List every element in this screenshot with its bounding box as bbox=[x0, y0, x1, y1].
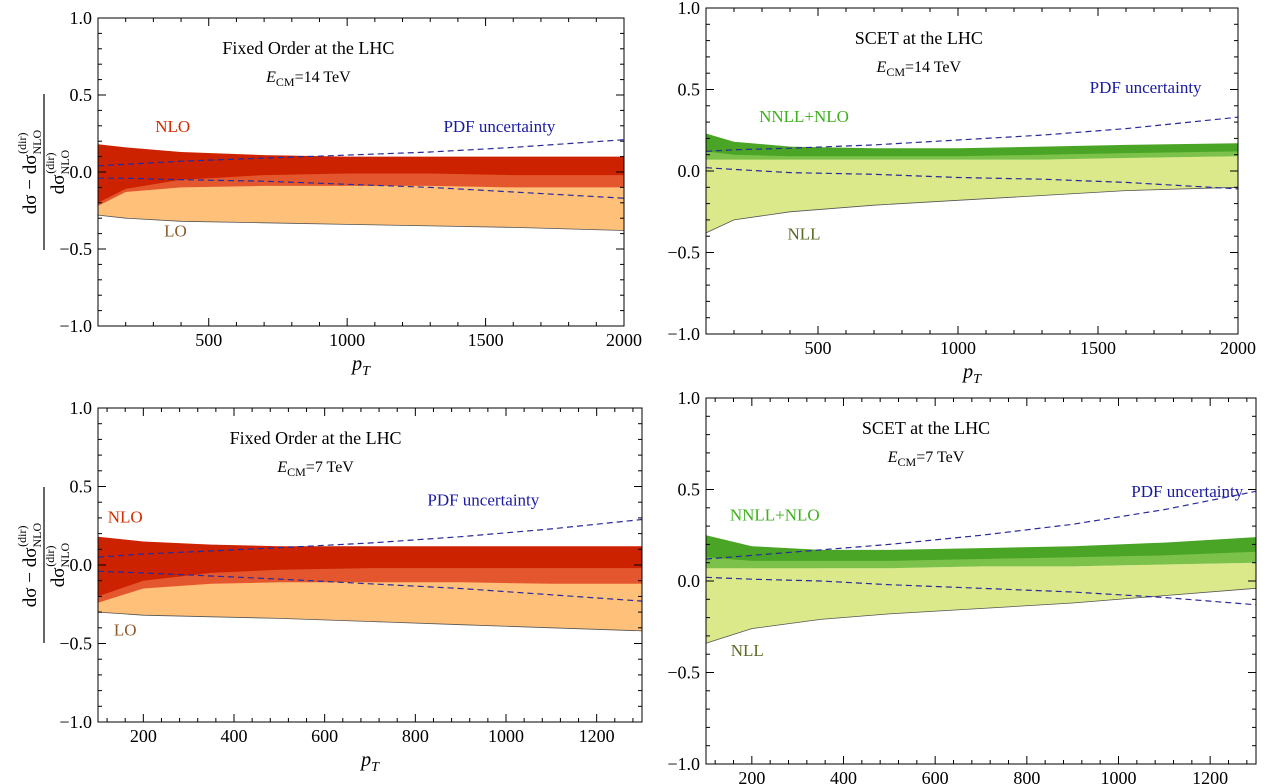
y-tick-label: 0.0 bbox=[678, 161, 701, 181]
panel-top-left: 1.0 0.5 0.0 −0.5 −1.0 500 1000 1500 2000 pT Fixed … bbox=[15, 8, 642, 379]
y-tick-label: 0.5 bbox=[70, 85, 93, 105]
panel-bottom-left: 1.0 0.5 0.0 −0.5 −1.0 200 400 600 800 1000 1200 pT F… bbox=[15, 398, 643, 775]
y-tick-label: 0.0 bbox=[678, 571, 701, 591]
x-tick-label: 1500 bbox=[468, 330, 504, 350]
y-tick-label: 0.0 bbox=[70, 555, 93, 575]
x-tick-label: 400 bbox=[221, 726, 248, 746]
band-edge-line bbox=[705, 186, 1239, 234]
annotation-nlo: NLO bbox=[108, 508, 143, 527]
band-nll bbox=[706, 154, 1238, 233]
x-tick-label: 500 bbox=[805, 338, 832, 358]
band-nnll-nlo bbox=[706, 133, 1238, 157]
annotation-pdf-uncertainty: PDF uncertainty bbox=[427, 490, 539, 509]
y-tick-label: −0.5 bbox=[667, 243, 700, 263]
annotation-pdf-uncertainty: PDF uncertainty bbox=[443, 117, 555, 136]
x-axis-label: pT bbox=[359, 749, 380, 775]
annotation-lo: LO bbox=[114, 621, 137, 640]
y-tick-label: −1.0 bbox=[59, 316, 92, 336]
pdf-lower-line bbox=[98, 177, 625, 199]
x-tick-label: 600 bbox=[922, 768, 949, 784]
annotation-pdf-uncertainty: PDF uncertainty bbox=[1090, 78, 1202, 97]
x-tick-label: 2000 bbox=[606, 330, 642, 350]
y-tick-label: 0.5 bbox=[678, 480, 701, 500]
x-tick-label: 1200 bbox=[1192, 768, 1228, 784]
x-tick-label: 1000 bbox=[940, 338, 976, 358]
x-tick-label: 1500 bbox=[1080, 338, 1116, 358]
chart-subtitle: ECM=14 TeV bbox=[265, 69, 351, 89]
annotation-nnll-nlo: NNLL+NLO bbox=[730, 506, 820, 525]
chart-subtitle: ECM=14 TeV bbox=[876, 59, 962, 79]
x-tick-label: 1000 bbox=[488, 726, 524, 746]
x-tick-label: 1000 bbox=[1101, 768, 1137, 784]
x-axis-label: pT bbox=[350, 353, 371, 379]
y-tick-label: 1.0 bbox=[678, 388, 701, 408]
y-tick-label: −1.0 bbox=[667, 754, 700, 774]
y-tick-label: −0.5 bbox=[667, 663, 700, 683]
annotation-nlo: NLO bbox=[155, 117, 190, 136]
band-lo bbox=[98, 184, 624, 231]
x-tick-label: 1200 bbox=[579, 726, 615, 746]
y-tick-label: −0.5 bbox=[59, 634, 92, 654]
chart-title: Fixed Order at the LHC bbox=[222, 38, 394, 58]
y-tick-label: −1.0 bbox=[667, 324, 700, 344]
pdf-lower-line bbox=[705, 167, 1239, 190]
y-tick-label: 1.0 bbox=[70, 398, 93, 418]
y-tick-label: −0.5 bbox=[59, 239, 92, 259]
x-tick-label: 400 bbox=[830, 768, 857, 784]
x-tick-label: 200 bbox=[738, 768, 765, 784]
annotation-nll: NLL bbox=[787, 224, 820, 243]
y-label-numerator: dσ − dσNLO(dir) bbox=[15, 129, 44, 214]
y-tick-label: 1.0 bbox=[70, 8, 93, 28]
pdf-lower-line bbox=[705, 576, 1257, 606]
band-nlo bbox=[98, 536, 642, 597]
y-label-denominator: dσNLO(dir) bbox=[43, 542, 72, 587]
y-tick-label: 0.5 bbox=[70, 477, 93, 497]
x-tick-label: 600 bbox=[311, 726, 338, 746]
band-edge-line bbox=[97, 214, 625, 231]
x-tick-label: 800 bbox=[1013, 768, 1040, 784]
chart-subtitle: ECM=7 TeV bbox=[887, 449, 965, 469]
band-edge-line bbox=[97, 611, 643, 632]
chart-title: SCET at the LHC bbox=[862, 418, 990, 438]
y-axis-label: dσ − dσNLO(dir)dσNLO(dir) bbox=[15, 487, 72, 643]
x-tick-label: 1000 bbox=[329, 330, 365, 350]
y-tick-label: 0.5 bbox=[678, 80, 701, 100]
pdf-upper-line bbox=[705, 116, 1239, 152]
x-axis-label: pT bbox=[961, 361, 982, 387]
y-tick-label: 0.0 bbox=[70, 162, 93, 182]
annotation-pdf-uncertainty: PDF uncertainty bbox=[1131, 482, 1243, 501]
band-lo bbox=[98, 579, 642, 631]
annotation-nll: NLL bbox=[731, 641, 764, 660]
band-nnll-nlo bbox=[706, 535, 1256, 561]
panel-top-right: 1.0 0.5 0.0 −0.5 −1.0 500 1000 1500 2000 pT SCET a… bbox=[667, 0, 1256, 387]
pdf-upper-line bbox=[97, 139, 625, 167]
chart-subtitle: ECM=7 TeV bbox=[276, 459, 354, 479]
pdf-upper-line bbox=[705, 490, 1257, 560]
band-nll bbox=[706, 560, 1256, 644]
x-tick-label: 2000 bbox=[1220, 338, 1256, 358]
annotation-lo: LO bbox=[164, 222, 187, 241]
y-axis-label: dσ − dσNLO(dir)dσNLO(dir) bbox=[15, 94, 72, 250]
y-tick-label: 1.0 bbox=[678, 0, 701, 18]
x-tick-label: 500 bbox=[195, 330, 222, 350]
y-tick-label: −1.0 bbox=[59, 712, 92, 732]
y-label-numerator: dσ − dσNLO(dir) bbox=[15, 522, 44, 607]
chart-title: Fixed Order at the LHC bbox=[230, 428, 402, 448]
x-tick-label: 200 bbox=[130, 726, 157, 746]
x-tick-label: 800 bbox=[402, 726, 429, 746]
y-label-denominator: dσNLO(dir) bbox=[43, 149, 72, 194]
chart-title: SCET at the LHC bbox=[855, 28, 983, 48]
annotation-nnll-nlo: NNLL+NLO bbox=[759, 107, 849, 126]
panel-bottom-right: 1.00.50.0−0.5−1.020040060080010001200pTS… bbox=[667, 388, 1257, 784]
